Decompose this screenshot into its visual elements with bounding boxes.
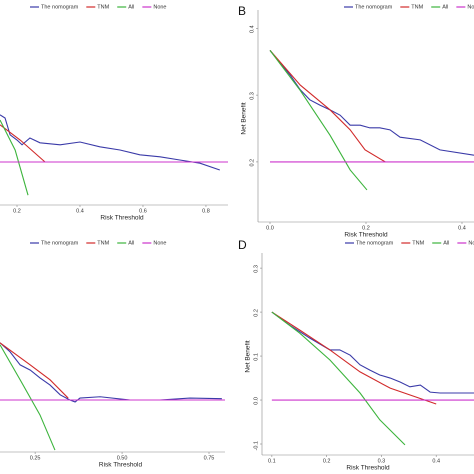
y-axis-title: Net Benefit <box>245 340 252 372</box>
series-line <box>269 50 474 156</box>
legend-label: All <box>128 4 134 10</box>
legend-label: The nomogram <box>41 4 79 10</box>
series-line <box>0 119 29 196</box>
x-tick-label: 0.2 <box>13 208 21 214</box>
panel: 0.2 0.4 0.6 0.8 Risk Threshold The nomogram TN… <box>0 4 228 222</box>
y-axis-title: Net Benefit <box>241 102 248 134</box>
lines <box>271 311 474 446</box>
panel-letter: B <box>238 4 246 18</box>
legend-label: None <box>153 240 166 246</box>
series-line <box>0 344 56 451</box>
series-line <box>0 124 46 163</box>
legend-label: None <box>153 4 166 10</box>
series-line <box>271 311 406 446</box>
legend-label: None <box>467 4 474 10</box>
x-tick-label: 0.3 <box>378 458 386 464</box>
series-line <box>269 50 368 191</box>
x-tick-label: 0.8 <box>202 208 210 214</box>
y-tick-label: 0.2 <box>249 159 255 167</box>
y-tick-label: 0.2 <box>253 309 259 317</box>
panel: 0.25 0.50 0.75 Risk Threshold The nomogram TN… <box>0 240 225 469</box>
x-axis-title: Risk Threshold <box>100 215 144 222</box>
x-tick-label: 0.6 <box>139 208 147 214</box>
legend-label: The nomogram <box>41 240 79 246</box>
x-tick-label: 0.50 <box>117 455 128 461</box>
legend-label: All <box>128 240 134 246</box>
x-axis-title: Risk Threshold <box>99 462 143 469</box>
x-tick-label: 0.2 <box>362 225 370 231</box>
lines <box>0 114 228 196</box>
x-tick-label: 0.4 <box>76 208 84 214</box>
legend-label: The nomogram <box>356 240 394 246</box>
x-axis-title: Risk Threshold <box>344 232 388 239</box>
series-line <box>271 311 437 405</box>
legend-label: TNM <box>411 4 423 10</box>
series-line <box>0 114 220 171</box>
panel: 0.0 0.2 0.4 0.2 0.3 0.4 Risk Threshold Net Bene… <box>238 4 474 239</box>
series-line <box>0 342 222 403</box>
x-tick-label: 0.2 <box>323 458 331 464</box>
y-tick-label: 0.4 <box>249 25 255 33</box>
y-tick-label: 0.3 <box>253 265 259 273</box>
x-tick-label: 0.25 <box>30 455 41 461</box>
legend-label: All <box>442 4 448 10</box>
x-axis-title: Risk Threshold <box>346 465 390 472</box>
series-line <box>0 342 69 399</box>
x-tick-label: 0.1 <box>268 458 276 464</box>
legend-label: TNM <box>97 4 109 10</box>
x-tick-label: 0.4 <box>432 458 440 464</box>
x-tick-label: 0.4 <box>458 225 466 231</box>
lines <box>0 342 225 451</box>
series-line <box>269 50 386 163</box>
panel-letter: D <box>238 238 247 252</box>
y-tick-label: -0.1 <box>253 441 259 450</box>
legend-label: All <box>443 240 449 246</box>
y-tick-label: 0.3 <box>249 92 255 100</box>
legend-label: TNM <box>97 240 109 246</box>
legend-label: None <box>468 240 474 246</box>
x-tick-label: 0.0 <box>266 225 274 231</box>
legend-label: TNM <box>412 240 424 246</box>
y-tick-label: 0.1 <box>253 353 259 361</box>
x-tick-label: 0.75 <box>204 455 215 461</box>
legend-label: The nomogram <box>355 4 393 10</box>
y-tick-label: 0.0 <box>253 397 259 405</box>
series-line <box>271 311 474 394</box>
lines <box>269 50 474 191</box>
